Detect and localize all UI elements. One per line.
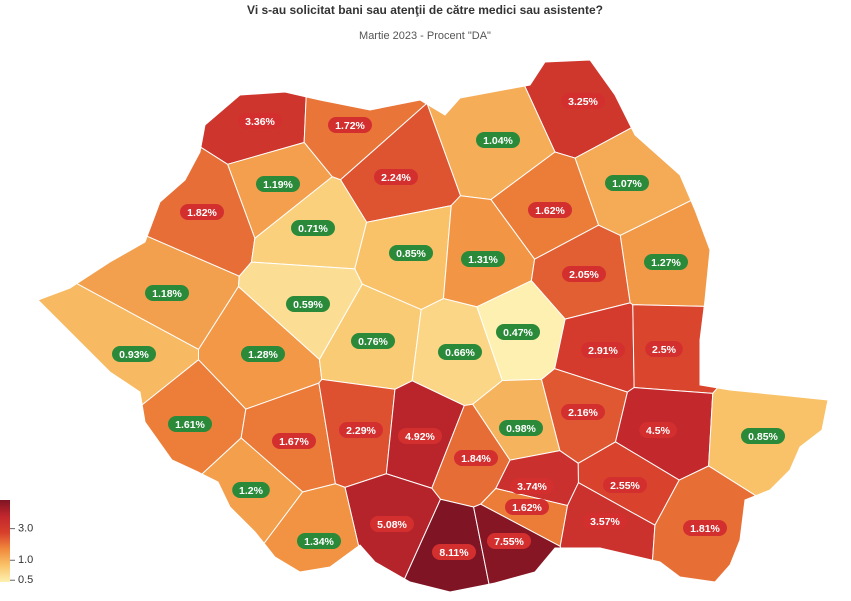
map-title: Vi s-au solicitat bani sau atenţii de că… (247, 3, 603, 17)
value-label: 2.24% (381, 172, 411, 184)
value-badge (528, 202, 572, 218)
value-badge (272, 433, 316, 449)
value-label: 3.74% (517, 481, 547, 493)
value-label: 1.27% (651, 257, 681, 269)
value-badge (291, 220, 335, 236)
value-badge (145, 285, 189, 301)
value-label: 8.11% (439, 547, 469, 559)
value-label: 1.18% (152, 288, 182, 300)
value-label: 2.55% (610, 480, 640, 492)
colorbar-tick-label: 0.5 (18, 574, 33, 586)
value-label: 1.81% (690, 523, 720, 535)
colorbar-tick-label: 3.0 (18, 523, 33, 535)
colorbar-tick-label: 1.0 (18, 554, 33, 566)
county (263, 483, 360, 573)
value-badge (561, 404, 605, 420)
value-badge (605, 175, 649, 191)
value-label: 1.82% (187, 207, 217, 219)
value-label: 0.47% (503, 327, 533, 339)
value-badge (256, 176, 300, 192)
value-badge (241, 346, 285, 362)
value-badge (370, 516, 414, 532)
colorbar (0, 500, 10, 582)
value-badge (432, 544, 476, 560)
value-badge (476, 132, 520, 148)
value-label: 2.5% (652, 344, 677, 356)
value-badge (438, 344, 482, 360)
value-badge (505, 499, 549, 515)
value-badge (339, 422, 383, 438)
value-badge (510, 478, 554, 494)
value-label: 0.93% (119, 349, 149, 361)
value-label: 1.07% (612, 178, 642, 190)
value-badge (328, 117, 372, 133)
value-badge (297, 533, 341, 549)
value-label: 7.55% (494, 536, 524, 548)
value-label: 3.57% (590, 516, 620, 528)
value-badge (398, 428, 442, 444)
value-badge (180, 204, 224, 220)
value-badge (741, 428, 785, 444)
value-badge (389, 245, 433, 261)
value-badge (112, 346, 156, 362)
value-badge (644, 254, 688, 270)
value-label: 5.08% (377, 519, 407, 531)
value-badge (499, 420, 543, 436)
badges: 3.36% 1.72% 3.25% 1.04% 1.19% 2.24% 1.07% 1.82%… (112, 93, 785, 560)
value-label: 0.59% (293, 299, 323, 311)
value-badge (461, 251, 505, 267)
value-label: 1.62% (535, 205, 565, 217)
value-badge (454, 450, 498, 466)
value-label: 0.85% (748, 431, 778, 443)
value-label: 1.84% (461, 453, 491, 465)
value-label: 0.76% (358, 336, 388, 348)
value-badge (487, 533, 531, 549)
map-subtitle: Martie 2023 - Procent "DA" (359, 30, 491, 42)
value-badge (683, 520, 727, 536)
value-label: 3.36% (245, 116, 275, 128)
value-badge (168, 416, 212, 432)
value-label: 2.05% (569, 269, 599, 281)
value-badge (603, 477, 647, 493)
value-label: 0.98% (506, 423, 536, 435)
value-label: 4.5% (646, 425, 671, 437)
value-badge (561, 93, 605, 109)
value-label: 0.71% (298, 223, 328, 235)
value-label: 2.16% (568, 407, 598, 419)
value-badge (496, 324, 540, 340)
value-label: 1.04% (483, 135, 513, 147)
value-label: 1.2% (239, 485, 264, 497)
value-label: 4.92% (405, 431, 435, 443)
value-label: 1.62% (512, 502, 542, 514)
value-badge (232, 482, 270, 498)
value-label: 1.28% (248, 349, 278, 361)
value-badge (351, 333, 395, 349)
value-badge (562, 266, 606, 282)
value-label: 1.34% (304, 536, 334, 548)
value-label: 0.85% (396, 248, 426, 260)
value-label: 2.29% (346, 425, 376, 437)
value-label: 1.72% (335, 120, 365, 132)
value-badge (581, 342, 625, 358)
value-badge (645, 341, 683, 357)
value-label: 1.31% (468, 254, 498, 266)
value-badge (286, 296, 330, 312)
value-label: 3.25% (568, 96, 598, 108)
value-label: 0.66% (445, 347, 475, 359)
value-label: 2.91% (588, 345, 618, 357)
value-badge (639, 422, 677, 438)
value-label: 1.61% (175, 419, 205, 431)
value-badge (583, 513, 627, 529)
value-badge (374, 169, 418, 185)
value-badge (238, 113, 282, 129)
value-label: 1.19% (263, 179, 293, 191)
value-label: 1.67% (279, 436, 309, 448)
regions (37, 59, 829, 593)
